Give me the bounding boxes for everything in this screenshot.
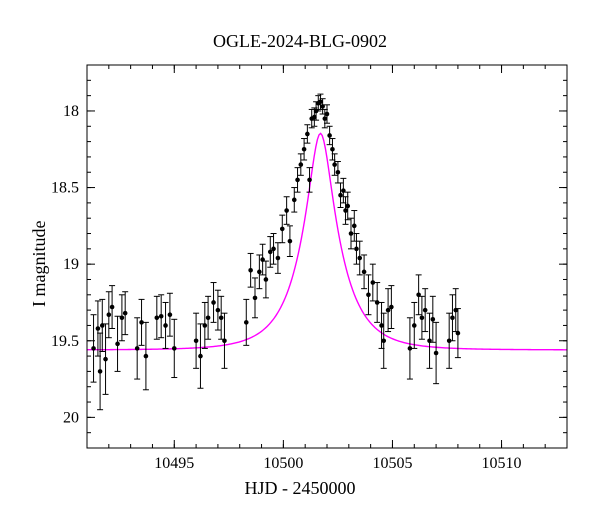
x-axis-label: HJD - 2450000 — [0, 478, 600, 499]
y-tick-label: 18.5 — [51, 180, 79, 197]
y-tick-label: 19.5 — [51, 333, 79, 350]
x-tick-label: 10500 — [263, 455, 303, 472]
y-tick-label: 19 — [63, 256, 79, 273]
x-tick-label: 10505 — [372, 455, 412, 472]
y-axis-label: I magnitude — [29, 220, 50, 306]
chart-container: OGLE-2024-BLG-0902 I magnitude HJD - 245… — [0, 0, 600, 512]
y-tick-label: 18 — [63, 103, 79, 120]
photometry-points — [91, 94, 461, 410]
light-curve-plot: 10495 10500 10505 10510 18 18.5 19 19.5 20 — [0, 0, 600, 512]
chart-title: OGLE-2024-BLG-0902 — [0, 31, 600, 52]
x-tick-label: 10495 — [154, 455, 194, 472]
x-tick-label: 10510 — [482, 455, 522, 472]
y-tick-label: 20 — [63, 409, 79, 426]
